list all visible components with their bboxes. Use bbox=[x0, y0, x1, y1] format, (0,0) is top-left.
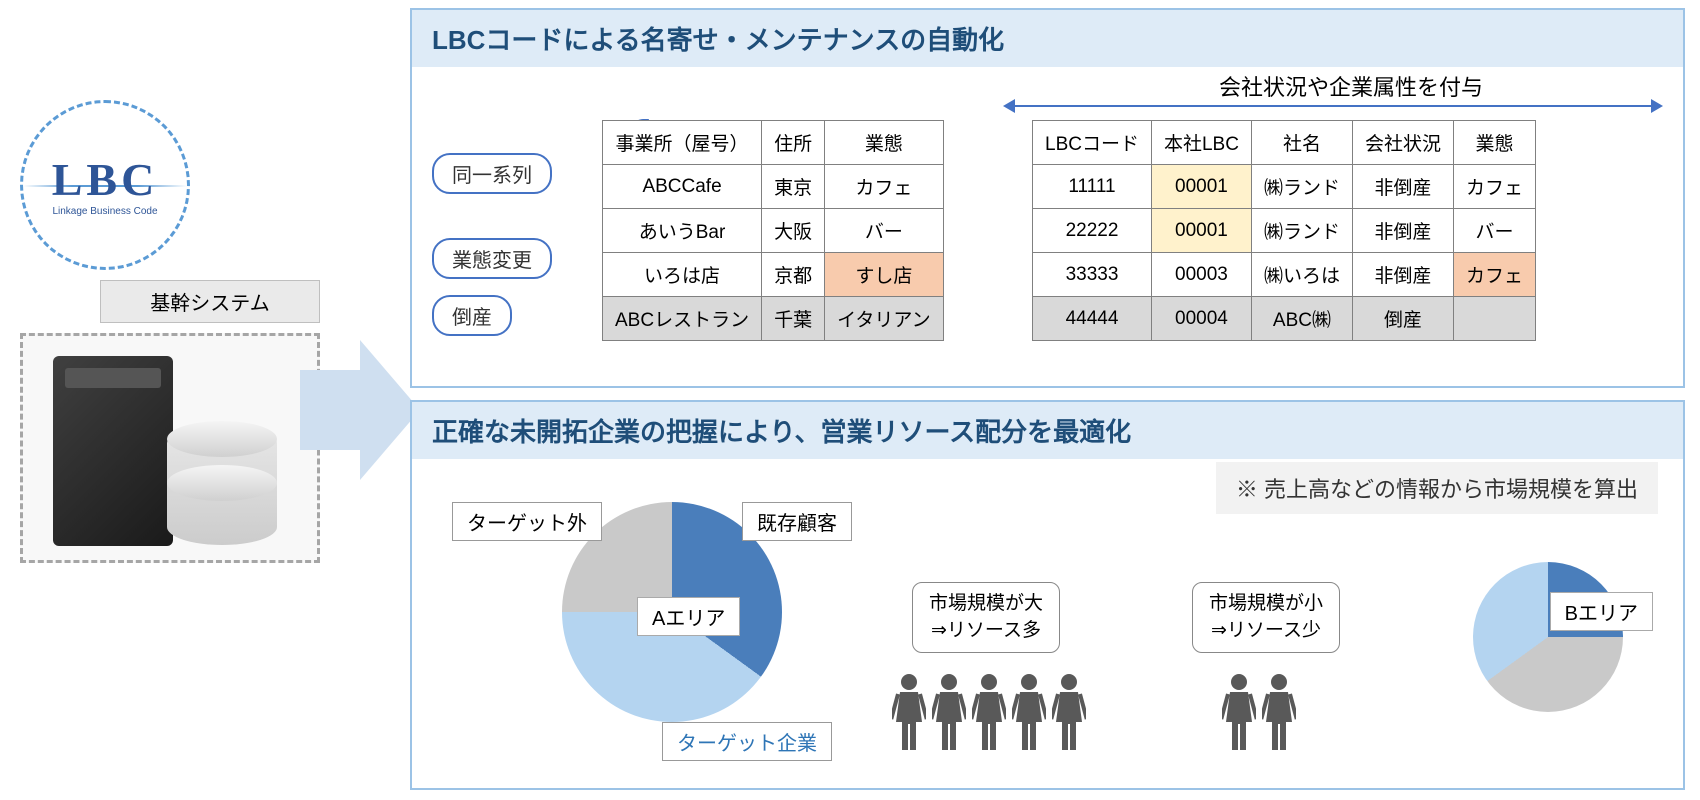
tag-same-series: 同一系列 bbox=[432, 153, 552, 194]
pie-a-center: Aエリア bbox=[637, 597, 740, 636]
table-cell: 非倒産 bbox=[1352, 253, 1453, 297]
table-cell: 00001 bbox=[1151, 165, 1251, 209]
column-header: 業態 bbox=[825, 121, 943, 165]
table-cell: ABC㈱ bbox=[1251, 297, 1352, 341]
table-cell: 倒産 bbox=[1352, 297, 1453, 341]
table-row: ABCCafe東京カフェ bbox=[603, 165, 944, 209]
attribute-note: 会社状況や企業属性を付与 bbox=[1219, 70, 1483, 102]
table-cell: バー bbox=[1453, 209, 1535, 253]
table-cell: カフェ bbox=[825, 165, 943, 209]
table-cell: 00001 bbox=[1151, 209, 1251, 253]
table-cell: バー bbox=[825, 209, 943, 253]
callout-small-l1: 市場規模が小 bbox=[1209, 593, 1323, 614]
database-icon bbox=[167, 425, 277, 545]
lbc-logo: LBC Linkage Business Code bbox=[20, 100, 190, 270]
table-cell: 非倒産 bbox=[1352, 209, 1453, 253]
person-icon bbox=[932, 672, 966, 752]
tag-bankruptcy: 倒産 bbox=[432, 295, 512, 336]
table-cell bbox=[1453, 297, 1535, 341]
pie-a-label-target: ターゲット企業 bbox=[662, 722, 832, 761]
table-cell: ABCCafe bbox=[603, 165, 762, 209]
table-cell: 東京 bbox=[762, 165, 825, 209]
table-cell: ABCレストラン bbox=[603, 297, 762, 341]
table-cell: 33333 bbox=[1033, 253, 1152, 297]
column-header: 住所 bbox=[762, 121, 825, 165]
note-box: ※ 売上高などの情報から市場規模を算出 bbox=[1216, 462, 1658, 514]
pie-b-center: Bエリア bbox=[1550, 592, 1653, 631]
column-header: 本社LBC bbox=[1151, 121, 1251, 165]
table-cell: 44444 bbox=[1033, 297, 1152, 341]
table-lbc: LBCコード本社LBC社名会社状況業態1111100001㈱ランド非倒産カフェ2… bbox=[1032, 120, 1536, 341]
pie-a-label-nontarget: ターゲット外 bbox=[452, 502, 602, 541]
table-cell: ㈱いろは bbox=[1251, 253, 1352, 297]
table-row: あいうBar大阪バー bbox=[603, 209, 944, 253]
core-system-label: 基幹システム bbox=[100, 280, 320, 323]
panel1-title: LBCコードによる名寄せ・メンテナンスの自動化 bbox=[412, 10, 1683, 67]
table-row: 4444400004ABC㈱倒産 bbox=[1033, 297, 1536, 341]
person-icon bbox=[1012, 672, 1046, 752]
table-row: 2222200001㈱ランド非倒産バー bbox=[1033, 209, 1536, 253]
pie-a-label-existing: 既存顧客 bbox=[742, 502, 852, 541]
column-header: LBCコード bbox=[1033, 121, 1152, 165]
table-cell: 千葉 bbox=[762, 297, 825, 341]
table-cell: 00004 bbox=[1151, 297, 1251, 341]
table-cell: 00003 bbox=[1151, 253, 1251, 297]
table-cell: あいうBar bbox=[603, 209, 762, 253]
table-row: 1111100001㈱ランド非倒産カフェ bbox=[1033, 165, 1536, 209]
table-cell: いろは店 bbox=[603, 253, 762, 297]
callout-small-l2: ⇒リソース少 bbox=[1211, 620, 1321, 641]
column-header: 事業所（屋号） bbox=[603, 121, 762, 165]
panel-automation: LBCコードによる名寄せ・メンテナンスの自動化 会社状況や企業属性を付与 同一系… bbox=[410, 8, 1685, 388]
column-header: 業態 bbox=[1453, 121, 1535, 165]
table-cell: 京都 bbox=[762, 253, 825, 297]
callout-big-l1: 市場規模が大 bbox=[929, 593, 1043, 614]
pie-chart-b bbox=[1473, 562, 1623, 712]
table-cell: 11111 bbox=[1033, 165, 1152, 209]
callout-big: 市場規模が大 ⇒リソース多 bbox=[912, 582, 1060, 653]
person-icon bbox=[1222, 672, 1256, 752]
table-row: ABCレストラン千葉イタリアン bbox=[603, 297, 944, 341]
person-icon bbox=[1262, 672, 1296, 752]
double-arrow-icon bbox=[1013, 105, 1653, 107]
callout-big-l2: ⇒リソース多 bbox=[931, 620, 1041, 641]
people-group-small bbox=[1222, 672, 1296, 752]
server-box bbox=[20, 333, 320, 563]
table-cell: 22222 bbox=[1033, 209, 1152, 253]
table-cell: 大阪 bbox=[762, 209, 825, 253]
person-icon bbox=[1052, 672, 1086, 752]
column-header: 社名 bbox=[1251, 121, 1352, 165]
table-cell: ㈱ランド bbox=[1251, 209, 1352, 253]
panel2-title: 正確な未開拓企業の把握により、営業リソース配分を最適化 bbox=[412, 402, 1683, 459]
table-row: いろは店京都すし店 bbox=[603, 253, 944, 297]
lbc-logo-subtitle: Linkage Business Code bbox=[52, 206, 157, 217]
table-row: 3333300003㈱いろは非倒産カフェ bbox=[1033, 253, 1536, 297]
panel-resource: 正確な未開拓企業の把握により、営業リソース配分を最適化 ※ 売上高などの情報から… bbox=[410, 400, 1685, 790]
tag-type-change: 業態変更 bbox=[432, 238, 552, 279]
table-cell: カフェ bbox=[1453, 253, 1535, 297]
lbc-logo-text: LBC bbox=[52, 153, 159, 206]
table-cell: カフェ bbox=[1453, 165, 1535, 209]
left-column: LBC Linkage Business Code 基幹システム bbox=[20, 100, 350, 563]
tag-column: 同一系列 業態変更 倒産 bbox=[432, 145, 552, 344]
table-cell: ㈱ランド bbox=[1251, 165, 1352, 209]
callout-small: 市場規模が小 ⇒リソース少 bbox=[1192, 582, 1340, 653]
table-cell: 非倒産 bbox=[1352, 165, 1453, 209]
server-tower-icon bbox=[53, 356, 173, 546]
people-group-big bbox=[892, 672, 1086, 752]
column-header: 会社状況 bbox=[1352, 121, 1453, 165]
person-icon bbox=[892, 672, 926, 752]
table-establishments: 事業所（屋号）住所業態ABCCafe東京カフェあいうBar大阪バーいろは店京都す… bbox=[602, 120, 944, 341]
person-icon bbox=[972, 672, 1006, 752]
table-cell: すし店 bbox=[825, 253, 943, 297]
table-cell: イタリアン bbox=[825, 297, 943, 341]
